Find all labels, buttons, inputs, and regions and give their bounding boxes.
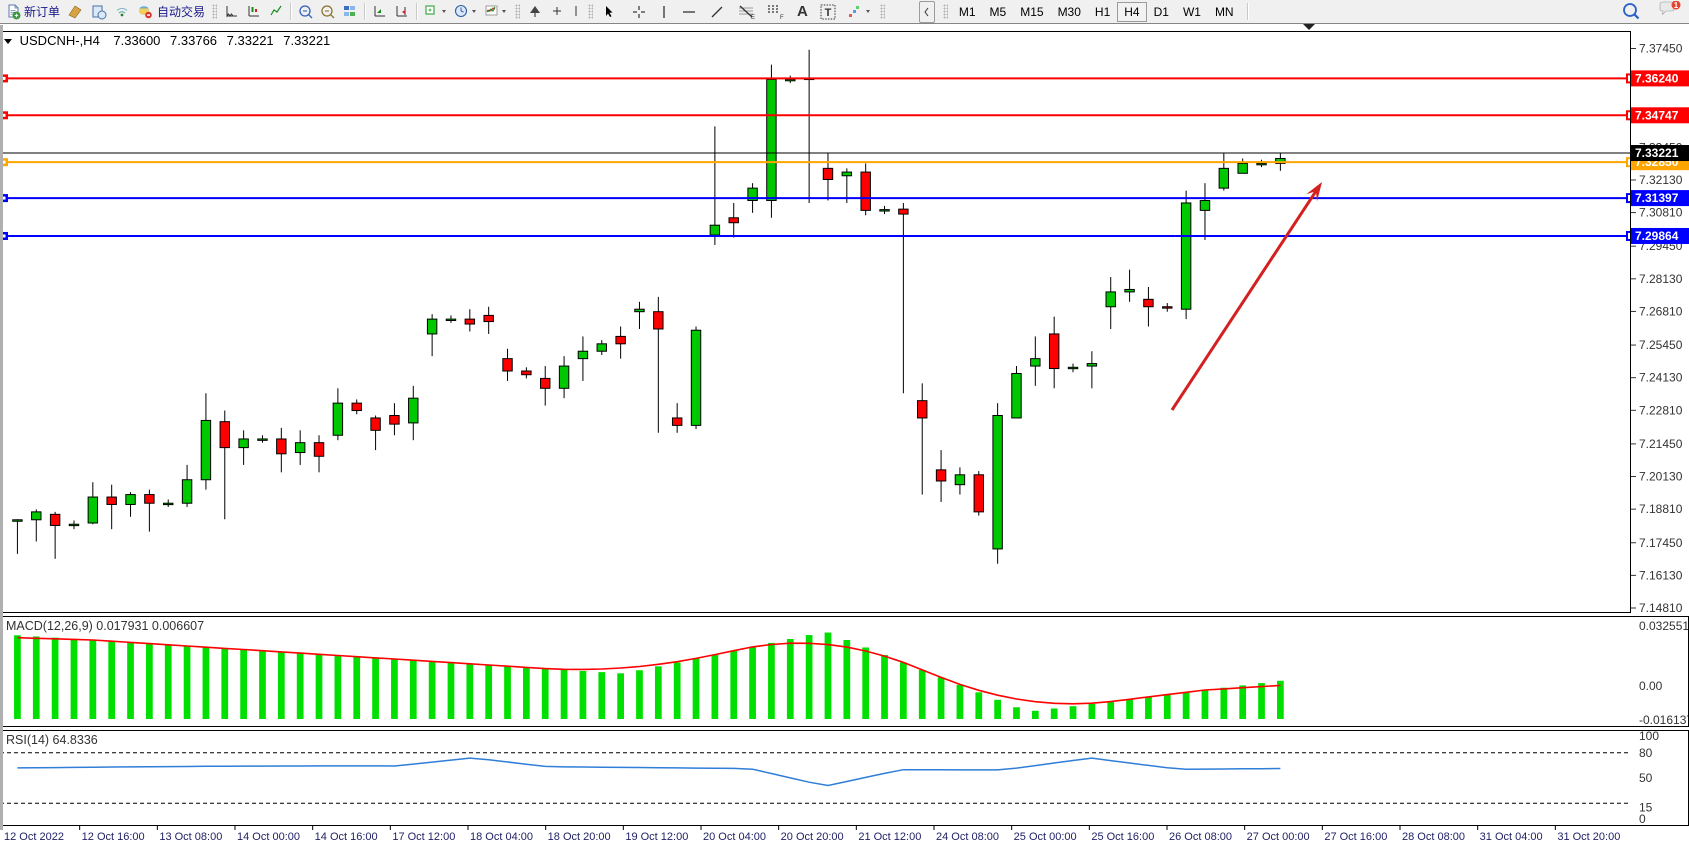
svg-text:MACD(12,26,9) 0.017931 0.00660: MACD(12,26,9) 0.017931 0.006607 [6, 619, 204, 633]
svg-text:28 Oct 08:00: 28 Oct 08:00 [1402, 831, 1465, 843]
svg-text:20 Oct 20:00: 20 Oct 20:00 [781, 831, 844, 843]
svg-text:18 Oct 20:00: 18 Oct 20:00 [548, 831, 611, 843]
svg-text:80: 80 [1639, 746, 1653, 760]
svg-text:0.032551: 0.032551 [1639, 619, 1689, 633]
svg-text:7.26810: 7.26810 [1639, 304, 1683, 318]
svg-text:14 Oct 00:00: 14 Oct 00:00 [237, 831, 300, 843]
svg-text:0.00: 0.00 [1639, 679, 1663, 693]
svg-text:18 Oct 04:00: 18 Oct 04:00 [470, 831, 533, 843]
svg-text:25 Oct 16:00: 25 Oct 16:00 [1091, 831, 1154, 843]
svg-text:7.18810: 7.18810 [1639, 502, 1683, 516]
svg-text:7.20130: 7.20130 [1639, 470, 1683, 484]
svg-text:1: 1 [1674, 1, 1679, 10]
svg-text:7.29864: 7.29864 [1635, 229, 1679, 243]
svg-text:12 Oct 2022: 12 Oct 2022 [4, 831, 64, 843]
svg-text:25 Oct 00:00: 25 Oct 00:00 [1014, 831, 1077, 843]
svg-text:7.25450: 7.25450 [1639, 338, 1683, 352]
svg-text:19 Oct 12:00: 19 Oct 12:00 [625, 831, 688, 843]
svg-text:20 Oct 04:00: 20 Oct 04:00 [703, 831, 766, 843]
svg-text:-0.016137: -0.016137 [1639, 713, 1689, 727]
svg-text:7.31397: 7.31397 [1635, 191, 1679, 205]
svg-text:26 Oct 08:00: 26 Oct 08:00 [1169, 831, 1232, 843]
svg-text:27 Oct 16:00: 27 Oct 16:00 [1324, 831, 1387, 843]
svg-text:7.36240: 7.36240 [1635, 71, 1679, 85]
svg-text:7.17450: 7.17450 [1639, 536, 1683, 550]
svg-text:F: F [780, 15, 784, 20]
svg-text:0: 0 [1639, 812, 1646, 826]
svg-text:7.32130: 7.32130 [1639, 173, 1683, 187]
svg-text:7.21450: 7.21450 [1639, 437, 1683, 451]
svg-text:17 Oct 12:00: 17 Oct 12:00 [392, 831, 455, 843]
svg-text:T: T [825, 7, 832, 19]
svg-text:21 Oct 12:00: 21 Oct 12:00 [858, 831, 921, 843]
svg-text:31 Oct 04:00: 31 Oct 04:00 [1480, 831, 1543, 843]
svg-text:7.16130: 7.16130 [1639, 568, 1683, 582]
svg-text:13 Oct 08:00: 13 Oct 08:00 [159, 831, 222, 843]
svg-text:50: 50 [1639, 771, 1653, 785]
svg-text:12 Oct 16:00: 12 Oct 16:00 [82, 831, 145, 843]
svg-text:E: E [751, 15, 755, 20]
svg-text:7.34747: 7.34747 [1635, 108, 1679, 122]
svg-text:7.14810: 7.14810 [1639, 601, 1683, 613]
svg-text:7.30810: 7.30810 [1639, 206, 1683, 220]
svg-text:7.24130: 7.24130 [1639, 371, 1683, 385]
svg-text:14 Oct 16:00: 14 Oct 16:00 [315, 831, 378, 843]
svg-text:7.33221: 7.33221 [1635, 146, 1679, 160]
svg-text:7.22810: 7.22810 [1639, 403, 1683, 417]
svg-text:24 Oct 08:00: 24 Oct 08:00 [936, 831, 999, 843]
svg-text:7.37450: 7.37450 [1639, 42, 1683, 56]
svg-text:7.28130: 7.28130 [1639, 272, 1683, 286]
svg-text:27 Oct 00:00: 27 Oct 00:00 [1247, 831, 1310, 843]
svg-text:100: 100 [1639, 730, 1659, 743]
svg-text:31 Oct 20:00: 31 Oct 20:00 [1557, 831, 1620, 843]
svg-text:RSI(14) 64.8336: RSI(14) 64.8336 [6, 733, 98, 747]
